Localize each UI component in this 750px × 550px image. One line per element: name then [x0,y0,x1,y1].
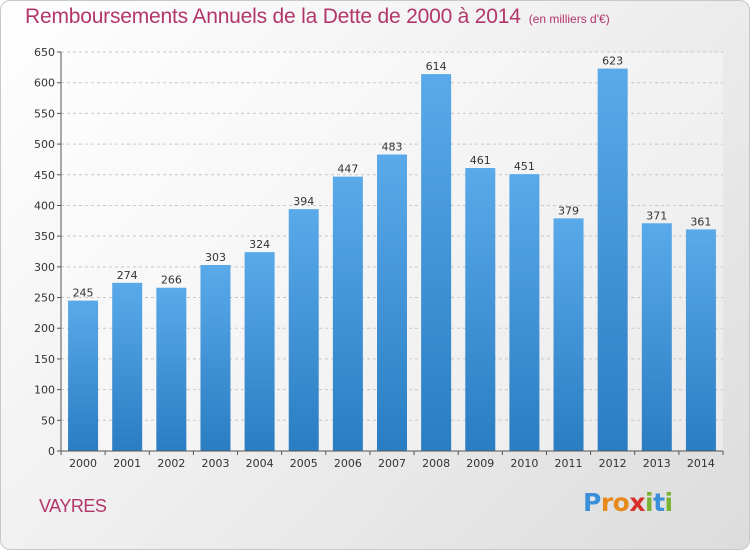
value-label-2013: 371 [646,209,667,222]
value-label-2002: 266 [161,274,182,287]
logo-letter: P [583,488,601,517]
bar-2004 [244,252,275,451]
logo-letter: i [645,488,654,517]
value-label-2014: 361 [690,215,711,228]
y-tick-label: 500 [34,138,55,151]
y-tick-label: 100 [34,384,55,397]
logo-letter: t [653,488,665,517]
bar-2002 [156,287,187,451]
x-tick-label-2014: 2014 [687,457,715,470]
chart-title: Remboursements Annuels de la Dette de 20… [25,5,521,28]
x-tick-label-2001: 2001 [113,457,141,470]
value-label-2008: 614 [426,60,447,73]
x-tick-label-2005: 2005 [290,457,318,470]
bar-2012 [597,68,628,451]
x-tick-label-2010: 2010 [510,457,538,470]
x-tick-label-2006: 2006 [334,457,362,470]
bar-2013 [641,223,672,451]
commune-name: VAYRES [39,496,107,516]
value-label-2001: 274 [117,269,138,282]
bar-2011 [553,218,584,451]
logo-letter: i [664,488,674,517]
value-label-2003: 303 [205,251,226,264]
y-tick-label: 150 [34,353,55,366]
value-label-2007: 483 [382,141,403,154]
logo-letter: o [612,488,630,517]
x-tick-label-2004: 2004 [246,457,274,470]
bar-2000 [68,300,99,451]
bar-2009 [465,168,496,452]
x-tick-label-2013: 2013 [643,457,671,470]
value-label-2012: 623 [602,55,623,68]
x-tick-label-2003: 2003 [201,457,229,470]
x-tick-label-2007: 2007 [378,457,406,470]
x-tick-label-2011: 2011 [555,457,583,470]
value-label-2004: 324 [249,238,270,251]
y-tick-label: 600 [34,77,55,90]
bar-2008 [421,74,452,452]
bar-2005 [288,209,319,451]
y-tick-label: 250 [34,292,55,305]
bar-2006 [332,176,363,451]
x-tick-label-2008: 2008 [422,457,450,470]
bars: 245 274 266 303 324 394 447 483 614 461 451 379 623 3… [68,55,716,452]
value-label-2000: 245 [73,287,94,300]
value-label-2006: 447 [337,163,358,176]
x-tick-label-2000: 2000 [69,457,97,470]
x-tick-label-2002: 2002 [157,457,185,470]
chart-unit: (en milliers d'€) [528,12,610,26]
y-tick-label: 200 [34,322,55,335]
bar-2010 [509,174,540,451]
y-tick-label: 50 [41,414,55,427]
chart-title-row: Remboursements Annuels de la Dette de 20… [25,5,610,39]
y-tick-label: 0 [48,445,55,458]
x-tick-label-2012: 2012 [599,457,627,470]
y-tick-label: 450 [34,169,55,182]
value-label-2005: 394 [293,195,314,208]
x-tick-label-2009: 2009 [466,457,494,470]
y-tick-label: 550 [34,107,55,120]
bar-2001 [112,282,143,451]
logo-letter: r [600,488,613,517]
x-axis: 2000 2001 2002 2003 2004 2005 2006 2007 2008 2009… [60,450,724,470]
value-label-2011: 379 [558,204,579,217]
y-tick-label: 300 [34,261,55,274]
value-label-2009: 461 [470,154,491,167]
y-tick-label: 400 [34,199,55,212]
bar-2007 [377,154,407,451]
y-tick-label: 350 [34,230,55,243]
logo-letter: x [629,488,645,517]
value-label-2010: 451 [514,160,535,173]
y-axis: 0 50 100 150 200 250 300 350 400 450 500 550 600 650 [34,46,62,458]
proxiti-logo: Proxiti [583,488,673,517]
bar-2003 [200,265,231,451]
bar-2014 [685,229,716,451]
y-tick-label: 650 [34,46,55,59]
